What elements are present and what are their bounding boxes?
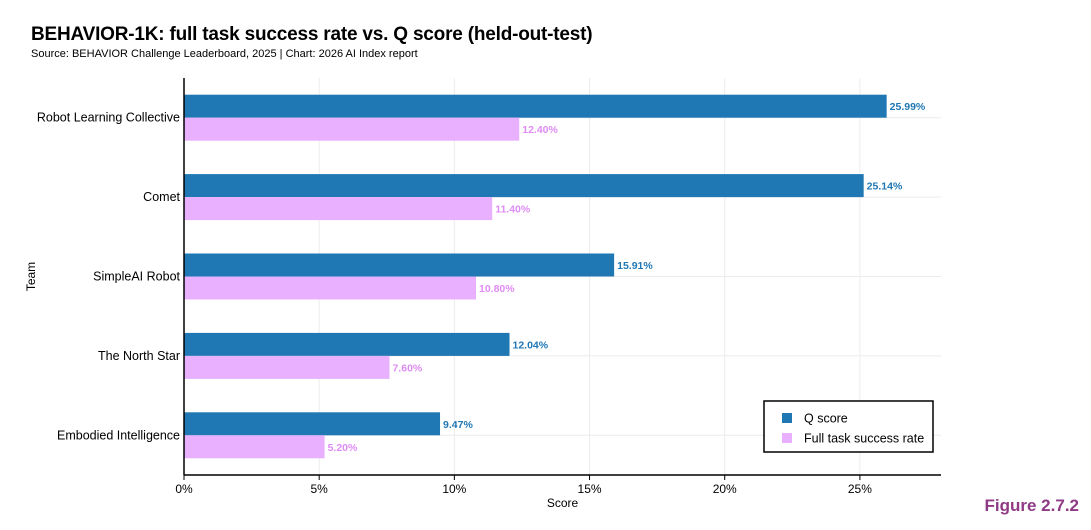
bar-q-score bbox=[184, 94, 887, 118]
bar-q-score bbox=[184, 332, 510, 356]
x-tick-label: 15% bbox=[578, 482, 602, 496]
legend-swatch-success-rate bbox=[782, 433, 792, 443]
category-label: Robot Learning Collective bbox=[37, 111, 180, 125]
data-label: 5.20% bbox=[328, 442, 358, 454]
data-label: 15.91% bbox=[617, 260, 653, 272]
category-label: Embodied Intelligence bbox=[57, 428, 180, 442]
bar-q-score bbox=[184, 174, 864, 198]
chart-subtitle: Source: BEHAVIOR Challenge Leaderboard, … bbox=[31, 48, 418, 60]
figure-label: Figure 2.7.2 bbox=[984, 496, 1079, 515]
bar-success-rate bbox=[184, 435, 325, 459]
x-tick-label: 5% bbox=[311, 482, 329, 496]
x-tick-label: 10% bbox=[442, 482, 466, 496]
category-label: SimpleAI Robot bbox=[93, 270, 180, 284]
data-label: 12.40% bbox=[522, 124, 558, 136]
x-tick-label: 25% bbox=[848, 482, 872, 496]
bar-q-score bbox=[184, 253, 615, 277]
bar-success-rate bbox=[184, 276, 476, 300]
bar-success-rate bbox=[184, 355, 390, 379]
data-label: 7.60% bbox=[392, 362, 422, 374]
data-label: 9.47% bbox=[443, 419, 473, 431]
legend: Q score Full task success rate bbox=[763, 400, 934, 453]
bar-success-rate bbox=[184, 117, 520, 141]
data-labels: 25.99% 12.40% 25.14% 11.40% 15.91% 10.80% 12.0… bbox=[328, 101, 926, 454]
bar-q-score bbox=[184, 412, 441, 436]
legend-label: Full task success rate bbox=[804, 432, 924, 446]
category-label: Comet bbox=[143, 190, 180, 204]
data-label: 12.04% bbox=[513, 339, 549, 351]
axes: Robot Learning Collective Comet SimpleAI R… bbox=[24, 78, 941, 510]
data-label: 25.99% bbox=[890, 101, 926, 113]
legend-swatch-q-score bbox=[782, 413, 792, 423]
data-label: 10.80% bbox=[479, 283, 515, 295]
x-tick-label: 0% bbox=[175, 482, 193, 496]
legend-box bbox=[763, 400, 934, 453]
chart-title: BEHAVIOR-1K: full task success rate vs. … bbox=[31, 24, 593, 45]
category-label: The North Star bbox=[98, 349, 180, 363]
legend-label: Q score bbox=[804, 412, 848, 426]
y-axis-title: Team bbox=[24, 262, 38, 291]
x-axis-title: Score bbox=[547, 496, 579, 510]
bars bbox=[184, 94, 887, 459]
data-label: 25.14% bbox=[867, 181, 903, 193]
x-tick-label: 20% bbox=[713, 482, 737, 496]
data-label: 11.40% bbox=[495, 204, 531, 216]
bar-success-rate bbox=[184, 197, 493, 221]
